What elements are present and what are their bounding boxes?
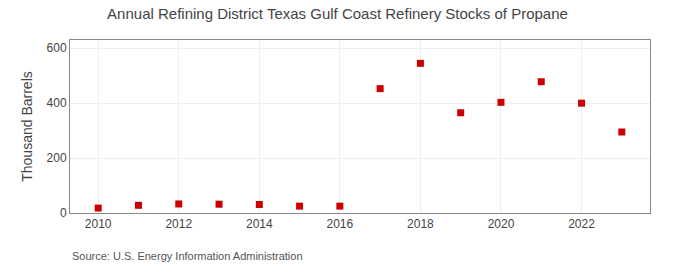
svg-text:Annual Refining District Texas: Annual Refining District Texas Gulf Coas… <box>107 5 568 22</box>
svg-text:2018: 2018 <box>407 217 434 231</box>
svg-text:0: 0 <box>60 206 67 220</box>
svg-text:Source: U.S. Energy Informatio: Source: U.S. Energy Information Administ… <box>72 250 303 262</box>
svg-text:2020: 2020 <box>488 217 515 231</box>
svg-text:400: 400 <box>47 96 67 110</box>
svg-text:2016: 2016 <box>327 217 354 231</box>
svg-text:2010: 2010 <box>85 217 112 231</box>
svg-text:2014: 2014 <box>246 217 273 231</box>
svg-text:2012: 2012 <box>165 217 192 231</box>
svg-text:600: 600 <box>47 41 67 55</box>
svg-text:2022: 2022 <box>568 217 595 231</box>
svg-text:200: 200 <box>47 151 67 165</box>
svg-text:Thousand Barrels: Thousand Barrels <box>19 71 35 182</box>
